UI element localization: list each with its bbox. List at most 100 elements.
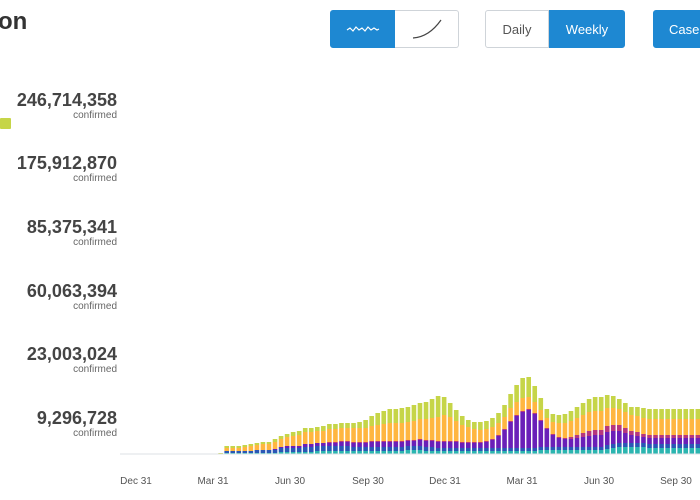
bar-segment: [556, 423, 562, 437]
bar-segment: [580, 447, 586, 450]
bar-segment: [496, 413, 501, 423]
bar-segment: [689, 444, 695, 448]
bar-segment: [357, 422, 362, 428]
bar-segment: [617, 409, 622, 425]
bar-segment: [635, 436, 640, 443]
bar-segment: [610, 425, 616, 431]
bar-segment: [617, 399, 622, 409]
bar-segment: [466, 427, 471, 442]
daily-button[interactable]: Daily: [485, 10, 549, 48]
bar-segment: [659, 444, 664, 448]
bar-segment: [478, 451, 483, 454]
bar-segment: [363, 442, 368, 443]
bar-segment: [514, 385, 519, 402]
bar-segment: [484, 442, 489, 448]
bar-segment: [472, 448, 477, 451]
legend-label: confirmed: [73, 301, 117, 312]
bar-segment: [659, 448, 664, 454]
bar-segment: [423, 447, 429, 451]
bar-segment: [538, 450, 544, 454]
line-view-button[interactable]: [330, 10, 395, 48]
bar-segment: [423, 440, 429, 441]
bar-segment: [598, 447, 604, 450]
bar-segment: [556, 447, 562, 450]
bar-segment: [278, 436, 284, 439]
bar-segment: [574, 418, 580, 435]
bar-segment: [659, 419, 664, 435]
page-title: on: [0, 8, 28, 35]
bar-segment: [399, 408, 405, 423]
bar-segment: [296, 431, 302, 435]
bar-segment: [345, 451, 350, 454]
bar-segment: [538, 420, 544, 421]
bar-segment: [665, 448, 670, 454]
bar-segment: [647, 444, 652, 448]
bar-segment: [574, 450, 580, 454]
bar-segment: [689, 438, 695, 444]
bar-segment: [568, 411, 574, 421]
bar-segment: [429, 451, 435, 454]
bar-segment: [635, 432, 640, 436]
bar-segment: [387, 423, 393, 441]
bar-segment: [556, 450, 562, 454]
bar-segment: [290, 436, 296, 446]
legend-value: 85,375,341: [26, 217, 117, 237]
bar-segment: [532, 448, 538, 451]
bar-segment: [447, 451, 453, 454]
bar-segment: [224, 446, 229, 448]
bar-segment: [351, 443, 356, 447]
bar-segment: [695, 409, 700, 419]
bar-segment: [508, 448, 513, 451]
bar-segment: [363, 451, 368, 454]
legend-label: confirmed: [73, 428, 117, 439]
bar-segment: [441, 397, 447, 415]
curve-view-button[interactable]: [395, 10, 459, 48]
bar-segment: [556, 438, 562, 447]
bar-segment: [562, 439, 568, 447]
bar-segment: [417, 439, 423, 440]
bar-segment: [635, 407, 640, 416]
bar-segment: [453, 442, 459, 448]
bar-segment: [592, 447, 598, 450]
bar-segment: [478, 430, 483, 442]
bar-segment: [641, 434, 646, 437]
bar-segment: [478, 422, 483, 430]
bar-segment: [254, 445, 260, 450]
bar-segment: [447, 442, 453, 448]
bar-segment: [514, 448, 519, 451]
bar-segment: [478, 443, 483, 448]
bar-segment: [496, 435, 501, 436]
bar-segment: [387, 409, 393, 423]
bar-segment: [357, 428, 362, 442]
bar-segment: [665, 438, 670, 444]
bar-segment: [315, 451, 320, 454]
bar-segment: [490, 451, 495, 454]
legend-entry: 60,063,394 confirmed: [0, 281, 117, 313]
bar-segment: [617, 443, 622, 447]
bar-segment: [423, 419, 429, 440]
cases-button[interactable]: Case: [653, 10, 700, 48]
bar-segment: [508, 408, 513, 421]
legend-value: 246,714,358: [16, 90, 117, 110]
bar-segment: [635, 447, 640, 454]
bar-segment: [647, 435, 652, 438]
bar-segment: [423, 451, 429, 454]
bar-segment: [484, 448, 489, 451]
bar-segment: [290, 448, 296, 452]
bar-segment: [544, 450, 550, 454]
bar-segment: [429, 441, 435, 447]
bar-segment: [592, 435, 598, 447]
bar-segment: [610, 448, 616, 454]
bar-segment: [544, 409, 550, 418]
bar-segment: [472, 443, 477, 448]
bar-segment: [532, 386, 538, 402]
bar-segment: [508, 451, 513, 454]
bar-segment: [333, 429, 338, 442]
bar-segment: [399, 447, 405, 451]
bar-segment: [490, 418, 495, 427]
bar-segment: [441, 451, 447, 454]
weekly-button[interactable]: Weekly: [549, 10, 625, 48]
legend-value: 175,912,870: [16, 153, 117, 173]
bar-segment: [333, 442, 338, 443]
bar-segment: [248, 444, 254, 446]
